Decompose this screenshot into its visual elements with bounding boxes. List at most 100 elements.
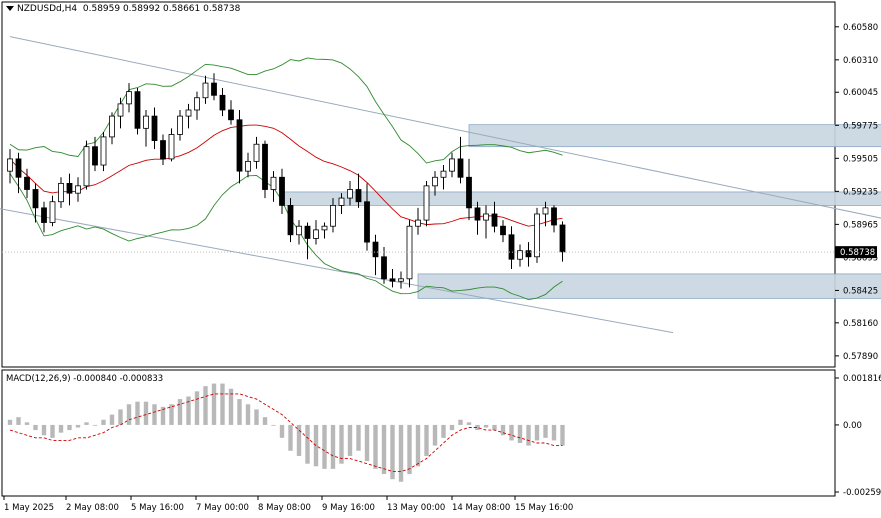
price-axis: 0.60580 0.60310 0.60045 0.59775 0.59505 0.592… — [835, 23, 878, 362]
macd-bar — [449, 424, 455, 431]
candle-body — [185, 109, 192, 117]
candle-body — [508, 234, 515, 260]
candle-body — [474, 207, 481, 221]
candle-body — [151, 115, 158, 141]
price-tick-label: 0.60045 — [843, 88, 878, 98]
candle-body — [202, 82, 209, 99]
candle-body — [7, 158, 13, 172]
candle-body — [126, 91, 132, 105]
macd-bar — [203, 386, 208, 425]
middle-band — [9, 124, 563, 227]
time-tick-label: 13 May 00:00 — [387, 503, 445, 513]
zones-layer — [281, 124, 881, 299]
candle-body — [134, 91, 141, 129]
symbol-label: NZDUSDd,H4 — [17, 4, 78, 14]
ohlc-values: 0.58959 0.58992 0.58661 0.58738 — [82, 4, 241, 14]
candle-body — [279, 176, 285, 206]
collapse-triangle-icon[interactable] — [6, 6, 14, 11]
macd-bar — [211, 383, 217, 425]
chart-title: NZDUSDd,H4 0.58959 0.58992 0.58661 0.587… — [6, 4, 240, 14]
candle-body — [449, 158, 455, 172]
macd-bar — [415, 424, 421, 467]
macd-bar — [373, 424, 378, 469]
zone-rect — [417, 273, 881, 299]
macd-bar — [330, 424, 336, 469]
upper-band — [9, 57, 563, 164]
candle-body — [347, 189, 353, 199]
candle-body — [423, 185, 430, 221]
macd-bar — [526, 424, 531, 446]
last-price-label: 0.58738 — [840, 248, 875, 258]
macd-bar — [169, 404, 174, 425]
candle-body — [304, 225, 311, 239]
time-tick-label: 1 May 2025 — [4, 503, 54, 513]
macd-bar — [126, 404, 132, 425]
channel-line — [0, 208, 674, 334]
macd-bar — [41, 424, 47, 436]
candle-body — [330, 205, 336, 227]
macd-bar — [279, 424, 285, 438]
candle-body — [228, 109, 234, 121]
price-tick-label: 0.57890 — [843, 352, 878, 362]
macd-bar — [551, 424, 557, 441]
macd-bar — [492, 424, 497, 431]
macd-layer — [7, 383, 565, 482]
price-tick-label: 0.58695 — [843, 253, 878, 263]
macd-bar — [75, 424, 81, 428]
candle-body — [270, 176, 277, 190]
last-price-marker: 0.58738 — [2, 246, 877, 259]
candle-body — [58, 182, 64, 203]
candle-body — [109, 115, 115, 138]
candle-body — [381, 256, 387, 280]
channel-lines-layer — [0, 36, 881, 334]
candle-body — [500, 225, 506, 236]
macd-bar — [483, 424, 489, 428]
candle-body — [253, 143, 260, 162]
time-tick-label: 14 May 08:00 — [452, 503, 510, 513]
macd-bar — [228, 388, 234, 425]
candle-body — [466, 176, 472, 209]
candle-body — [313, 229, 319, 239]
candle-body — [355, 189, 362, 203]
candle-body — [389, 278, 396, 282]
macd-bar — [322, 424, 327, 469]
macd-bar — [466, 422, 472, 425]
candle-body — [517, 250, 523, 260]
macd-bar — [245, 404, 251, 425]
candle-body — [491, 213, 498, 227]
macd-bar — [381, 424, 387, 475]
macd-bar — [143, 401, 149, 425]
candle-body — [457, 158, 464, 178]
macd-bar — [135, 401, 140, 425]
candle-body — [41, 207, 47, 223]
macd-bar — [254, 409, 259, 425]
macd-tick-label: -0.002596 — [843, 488, 881, 498]
time-tick-label: 8 May 08:00 — [258, 503, 311, 513]
time-tick-label: 5 May 16:00 — [131, 503, 184, 513]
candle-body — [262, 143, 268, 190]
candle-body — [542, 207, 549, 215]
macd-bar — [237, 399, 242, 425]
macd-bar — [500, 424, 506, 436]
candle-body — [236, 119, 243, 172]
macd-bar — [160, 406, 166, 425]
macd-bar — [543, 424, 548, 438]
candle-body — [372, 241, 379, 258]
macd-axis: 0.001816 0.00 -0.002596 — [835, 374, 881, 498]
macd-signal-line — [9, 393, 563, 472]
price-tick-label: 0.58965 — [843, 220, 878, 230]
macd-bar — [364, 424, 370, 462]
macd-bar — [356, 424, 361, 451]
candle-body — [66, 182, 73, 194]
macd-bar — [7, 419, 13, 425]
macd-tick-label: 0.001816 — [843, 374, 881, 384]
macd-bar — [517, 424, 523, 444]
candles-layer — [7, 73, 566, 289]
candle-body — [177, 115, 183, 135]
candle-body — [525, 250, 532, 258]
candle-body — [245, 160, 251, 172]
macd-bar — [67, 424, 72, 431]
macd-bar — [152, 404, 157, 425]
candle-body — [398, 278, 404, 282]
